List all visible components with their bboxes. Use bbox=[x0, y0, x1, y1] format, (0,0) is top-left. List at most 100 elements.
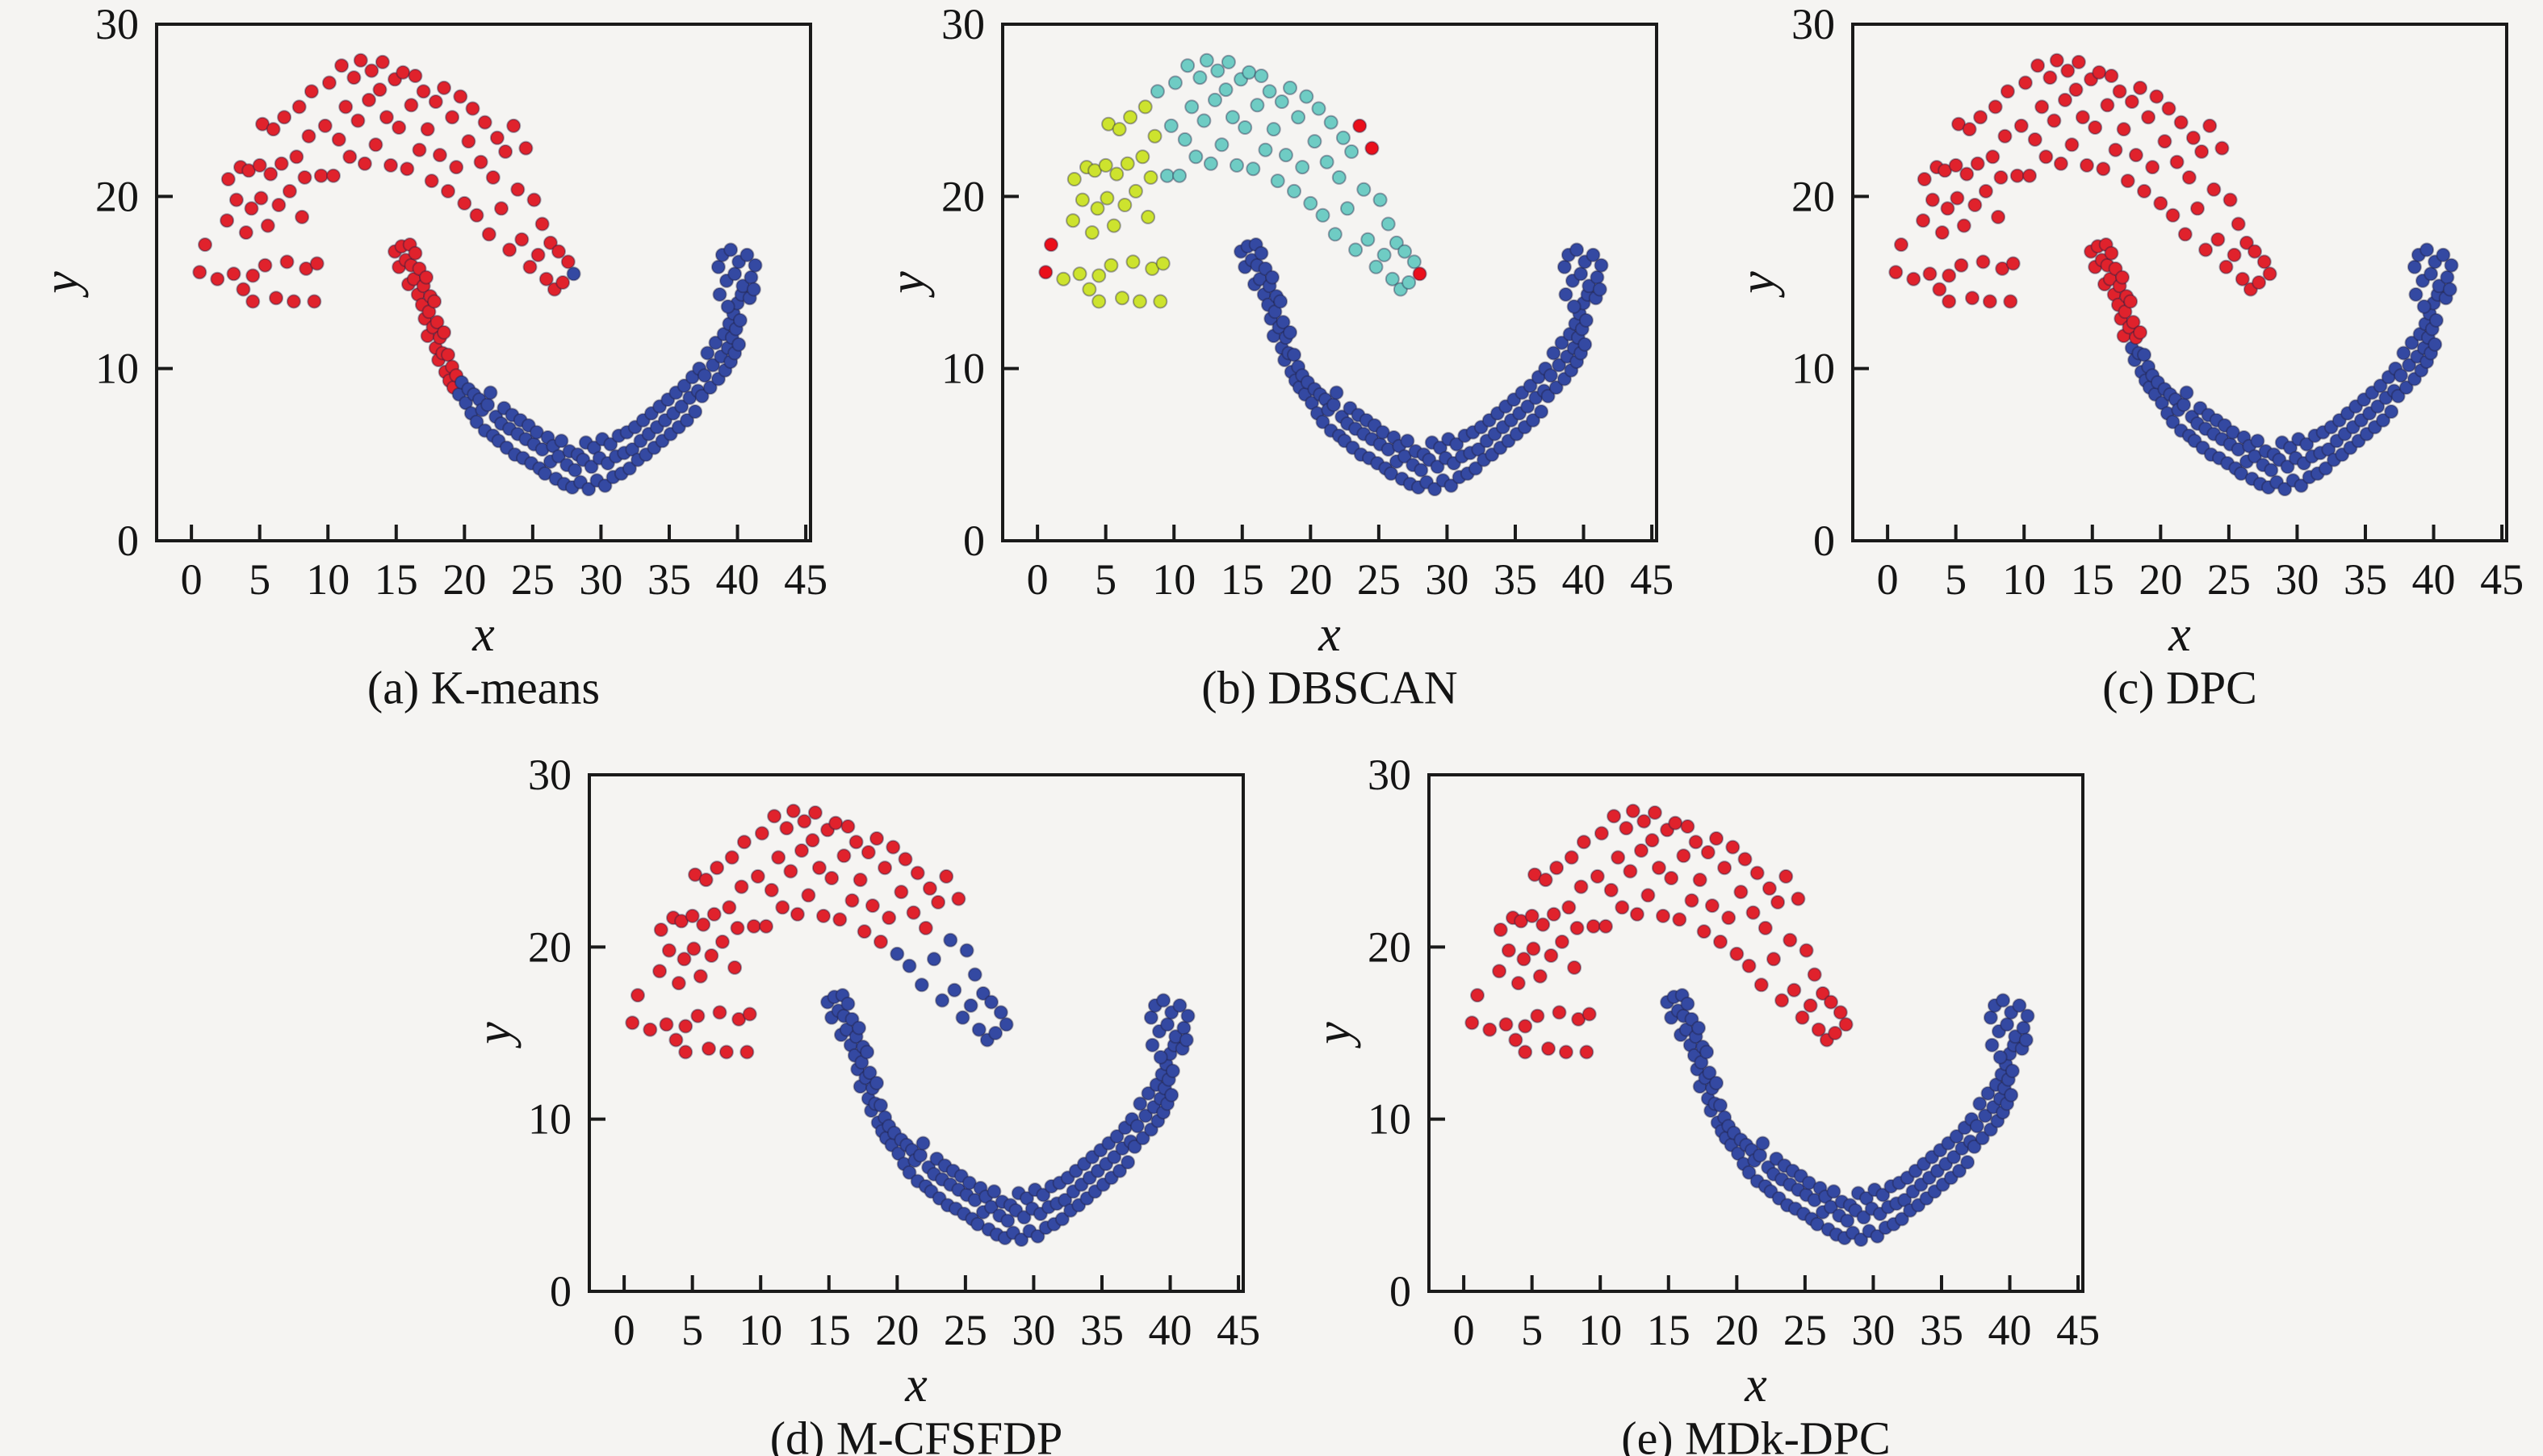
data-point-moon-1-red bbox=[2058, 92, 2072, 107]
data-point-dbscan-cluster-yellowgreen bbox=[1135, 149, 1150, 165]
data-point-dbscan-cluster-cyan bbox=[1203, 156, 1218, 171]
data-point-moon-1-red bbox=[437, 80, 451, 95]
data-point-moon-2-blue bbox=[1594, 257, 1609, 273]
data-point-moon-2-blue bbox=[1969, 1119, 1984, 1134]
data-point-moon-2-blue bbox=[2165, 414, 2181, 429]
x-tick-label: 45 bbox=[1217, 1306, 1260, 1354]
data-point-moon-2-blue bbox=[1554, 335, 1569, 350]
data-point-moon-2-blue bbox=[1276, 315, 1291, 330]
data-point-moon-2-blue bbox=[674, 399, 689, 414]
x-tick-label: 10 bbox=[2002, 555, 2046, 604]
data-point-moon-1-red bbox=[1552, 1005, 1567, 1020]
data-point-moon-1-red bbox=[412, 142, 427, 157]
data-point-moon-2-blue bbox=[459, 395, 473, 411]
data-point-moon-2-blue bbox=[710, 371, 726, 387]
data-point-dbscan-cluster-yellowgreen bbox=[1141, 209, 1156, 224]
data-point-moon-1-red bbox=[2005, 256, 2021, 271]
x-tick-label: 5 bbox=[1095, 555, 1116, 604]
data-point-moon-1-red bbox=[1973, 110, 1988, 125]
data-point-moon-2-blue bbox=[1801, 1175, 1816, 1190]
data-point-moon-2-blue bbox=[984, 1199, 999, 1215]
data-point-moon-1-red bbox=[2173, 115, 2189, 130]
data-point-moon-1-red bbox=[2049, 52, 2064, 68]
x-tick-label: 0 bbox=[614, 1306, 635, 1354]
data-point-dbscan-cluster-cyan bbox=[1401, 275, 1417, 290]
y-tick-label: 30 bbox=[1791, 0, 1835, 48]
data-point-moon-1-red bbox=[2181, 169, 2197, 185]
data-point-moon-1-red bbox=[1948, 157, 1963, 173]
data-point-moon-1-red bbox=[951, 891, 966, 906]
subplot-caption: (d) M-CFSFDP bbox=[770, 1412, 1063, 1456]
data-point-moon-2-blue bbox=[2424, 266, 2439, 282]
data-point-moon-1-red bbox=[526, 192, 542, 207]
data-point-moon-2-blue bbox=[1520, 399, 1535, 414]
data-point-moon-1-red bbox=[718, 1044, 734, 1060]
data-point-dbscan-cluster-cyan bbox=[1238, 120, 1253, 135]
data-point-dbscan-cluster-cyan bbox=[1262, 84, 1277, 99]
data-point-moon-1-red bbox=[1644, 833, 1660, 848]
data-point-moon-1-red bbox=[295, 209, 310, 224]
data-point-moon-1-red bbox=[1530, 1008, 1545, 1023]
data-point-moon-2-blue bbox=[1578, 312, 1594, 328]
data-point-moon-2-blue bbox=[677, 379, 692, 393]
data-point-moon-2-blue bbox=[1471, 441, 1486, 457]
data-point-moon-1-red bbox=[1824, 994, 1838, 1010]
data-point-moon-1-red bbox=[853, 872, 868, 888]
y-tick-label: 0 bbox=[550, 1267, 572, 1316]
data-point-moon-1-red bbox=[2169, 154, 2185, 169]
data-point-moon-1-red bbox=[2053, 156, 2068, 171]
data-point-moon-1-red bbox=[1684, 893, 1699, 908]
data-point-moon-1-red bbox=[712, 1005, 727, 1020]
data-point-moon-2-blue bbox=[1548, 380, 1564, 395]
data-point-moon-1-red bbox=[2003, 294, 2018, 309]
axes-frame bbox=[1851, 23, 2508, 542]
data-point-moon-1-red bbox=[1482, 1022, 1498, 1037]
data-point-moon-2-blue bbox=[869, 1075, 884, 1090]
x-tick-label: 40 bbox=[2412, 555, 2456, 604]
data-point-dbscan-cluster-cyan bbox=[1266, 122, 1281, 137]
data-point-moon-1-red bbox=[1470, 988, 1485, 1003]
x-tick-label: 0 bbox=[1027, 555, 1049, 604]
data-point-moon-2-blue bbox=[2440, 270, 2455, 285]
data-point-moon-2-blue bbox=[1129, 1119, 1145, 1134]
data-point-moon-1-red bbox=[1680, 819, 1695, 834]
data-point-dbscan-cluster-yellowgreen bbox=[1117, 198, 1133, 212]
data-point-dbscan-cluster-yellowgreen bbox=[1082, 282, 1097, 297]
data-point-dbscan-cluster-yellowgreen bbox=[1125, 254, 1141, 270]
data-point-moon-1-red bbox=[1640, 888, 1656, 903]
data-point-moon-2-blue bbox=[1058, 1192, 1073, 1207]
data-point-moon-1-red bbox=[734, 879, 749, 894]
x-axis-title: x bbox=[471, 607, 495, 662]
data-point-moon-1-red bbox=[631, 988, 645, 1003]
data-point-moon-1-red bbox=[392, 120, 407, 135]
data-point-moon-2-blue bbox=[1135, 1131, 1150, 1146]
data-point-moon-1-red bbox=[2145, 160, 2160, 175]
data-point-moon-1-red bbox=[1749, 865, 1765, 881]
x-tick-label: 20 bbox=[1288, 555, 1332, 604]
data-point-moon-1-red bbox=[767, 809, 782, 824]
data-point-moon-1-red bbox=[421, 304, 437, 320]
data-point-dbscan-cluster-yellowgreen bbox=[1075, 192, 1090, 207]
data-point-dbscan-cluster-yellowgreen bbox=[1120, 156, 1135, 171]
data-point-moon-2-blue bbox=[480, 397, 496, 412]
data-point-moon-1-red bbox=[301, 128, 316, 144]
data-point-dbscan-cluster-cyan bbox=[1274, 94, 1289, 109]
data-point-moon-1-red bbox=[2118, 304, 2133, 320]
data-point-moon-1-red bbox=[931, 894, 946, 910]
data-point-moon-1-red bbox=[2252, 275, 2267, 290]
data-point-moon-2-blue bbox=[2402, 358, 2417, 373]
data-point-moon-1-red bbox=[2262, 266, 2277, 282]
data-point-moon-2-blue bbox=[1996, 993, 2011, 1008]
data-point-moon-2-blue bbox=[1556, 259, 1572, 274]
axes-frame bbox=[155, 23, 812, 542]
data-point-moon-1-red bbox=[861, 845, 876, 860]
data-point-moon-1-red bbox=[1586, 918, 1601, 934]
data-point-moon-2-blue bbox=[2393, 368, 2408, 383]
x-tick-label: 30 bbox=[2275, 555, 2319, 604]
data-point-moon-1-red bbox=[898, 851, 913, 867]
data-point-moon-1-red bbox=[2080, 157, 2094, 173]
data-point-moon-1-red bbox=[514, 232, 530, 247]
data-point-moon-1-red bbox=[2042, 70, 2058, 86]
data-point-moon-1-red bbox=[269, 291, 283, 306]
